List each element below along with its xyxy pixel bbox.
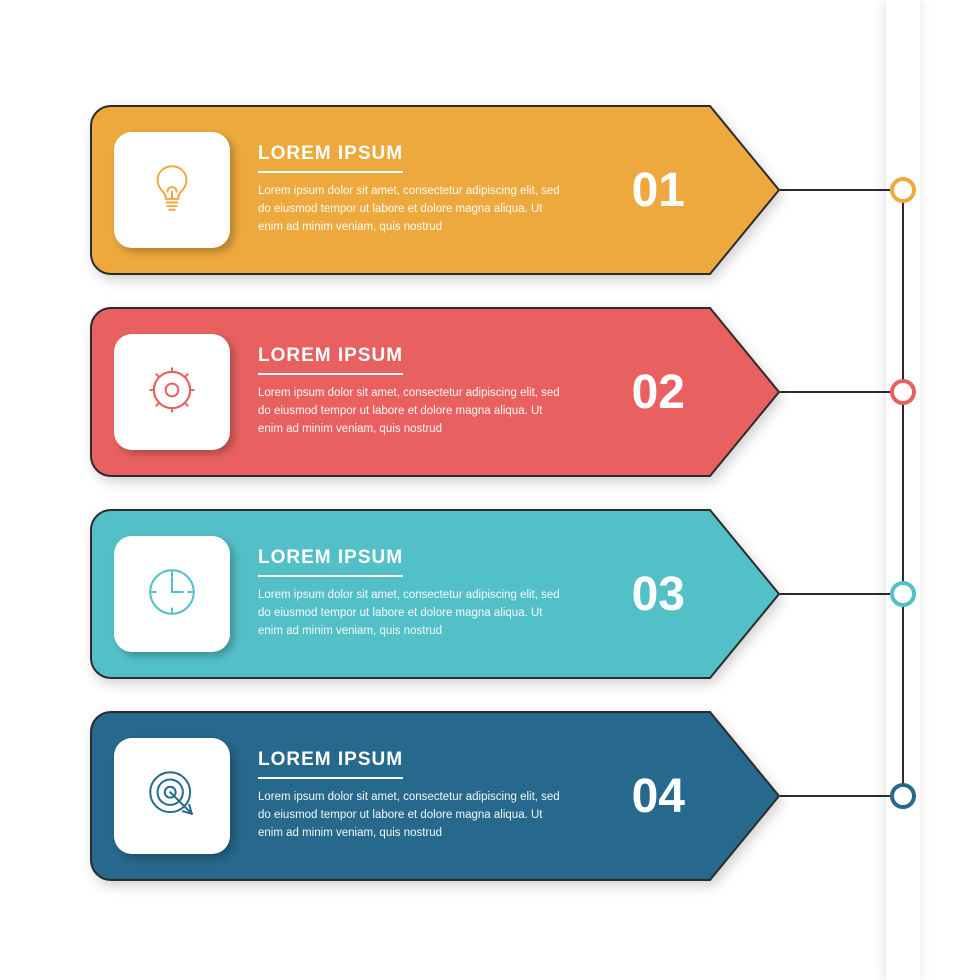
connector-line [780, 189, 905, 191]
card-number: 01 [632, 163, 685, 218]
card-number: 02 [632, 365, 685, 420]
card-number: 03 [632, 567, 685, 622]
clock-icon-box [114, 536, 230, 652]
timeline-line [902, 184, 904, 802]
step-card: LOREM IPSUM Lorem ipsum dolor sit amet, … [90, 307, 780, 477]
card-text: LOREM IPSUM Lorem ipsum dolor sit amet, … [258, 547, 568, 640]
step-card: LOREM IPSUM Lorem ipsum dolor sit amet, … [90, 711, 780, 881]
card-text: LOREM IPSUM Lorem ipsum dolor sit amet, … [258, 749, 568, 842]
card-body: Lorem ipsum dolor sit amet, consectetur … [258, 789, 568, 842]
gear-icon-box [114, 334, 230, 450]
lightbulb-icon [143, 159, 201, 222]
card-text: LOREM IPSUM Lorem ipsum dolor sit amet, … [258, 345, 568, 438]
clock-icon [143, 563, 201, 626]
step-card: LOREM IPSUM Lorem ipsum dolor sit amet, … [90, 105, 780, 275]
card-body: Lorem ipsum dolor sit amet, consectetur … [258, 183, 568, 236]
card-title: LOREM IPSUM [258, 547, 403, 577]
step-card: LOREM IPSUM Lorem ipsum dolor sit amet, … [90, 509, 780, 679]
lightbulb-icon-box [114, 132, 230, 248]
card-title: LOREM IPSUM [258, 345, 403, 375]
card-body: Lorem ipsum dolor sit amet, consectetur … [258, 587, 568, 640]
card-body: Lorem ipsum dolor sit amet, consectetur … [258, 385, 568, 438]
timeline-node [890, 783, 916, 809]
infographic-cards: LOREM IPSUM Lorem ipsum dolor sit amet, … [90, 105, 780, 913]
connector-line [780, 391, 905, 393]
target-icon-box [114, 738, 230, 854]
card-title: LOREM IPSUM [258, 143, 403, 173]
timeline-node [890, 379, 916, 405]
connector-line [780, 593, 905, 595]
timeline-node [890, 177, 916, 203]
side-panel [886, 0, 920, 980]
target-icon [143, 765, 201, 828]
card-number: 04 [632, 769, 685, 824]
timeline-node [890, 581, 916, 607]
card-text: LOREM IPSUM Lorem ipsum dolor sit amet, … [258, 143, 568, 236]
connector-line [780, 795, 905, 797]
card-title: LOREM IPSUM [258, 749, 403, 779]
gear-icon [143, 361, 201, 424]
